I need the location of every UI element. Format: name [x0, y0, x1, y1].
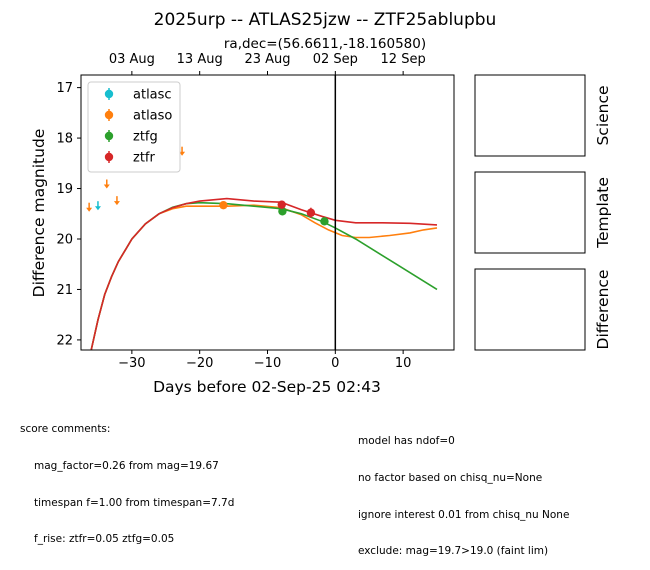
legend-entry-ztfg: ztfg — [104, 130, 158, 145]
legend-entry-atlaso: atlaso — [104, 109, 172, 124]
data-point-ztfg — [320, 217, 329, 226]
upper-limit-arrowhead — [103, 184, 110, 189]
y-tick-label: 19 — [56, 182, 73, 197]
upper-limit-atlaso — [179, 146, 186, 156]
data-point-ztfg — [278, 207, 287, 216]
x-tick-label: 0 — [331, 356, 339, 371]
top-tick-label: 03 Aug — [109, 52, 155, 67]
stamp-label-science: Science — [594, 85, 612, 145]
score-comment-line: mag_factor=0.26 from mag=19.67 — [34, 460, 219, 473]
data-point-atlaso — [219, 200, 228, 210]
legend-label: ztfg — [133, 130, 158, 145]
top-tick-label: 12 Sep — [381, 52, 426, 67]
data-point-ztfr — [306, 208, 316, 217]
data-point-ztfr — [277, 200, 286, 209]
x-tick-label: −20 — [186, 356, 213, 371]
legend-entry-atlasc: atlasc — [104, 88, 172, 103]
model-curves — [90, 197, 438, 350]
upper-limit-atlaso — [103, 179, 110, 189]
score-comment-line: f_rise: ztfr=0.05 ztfg=0.05 — [34, 533, 175, 546]
plot-area: −30 −20 −10 0 10 17 18 19 20 21 22 03 Aug 13 Aug 23 A… — [56, 52, 455, 371]
model-curve-ztfg — [90, 201, 438, 350]
top-tick-label: 02 Sep — [313, 52, 358, 67]
legend-marker — [104, 152, 114, 162]
upper-limit-atlaso — [113, 196, 120, 206]
legend-marker — [104, 131, 114, 141]
x-axis-label: Days before 02-Sep-25 02:43 — [153, 378, 381, 396]
legend-box — [87, 81, 181, 173]
upper-limit-arrowhead — [86, 207, 93, 212]
score-comments-heading: score comments: — [20, 423, 111, 436]
score-comment-line: exclude: mag=19.7>19.0 (faint lim) — [358, 545, 549, 558]
upper-limit-atlaso — [86, 202, 93, 212]
stamp-panel-science — [474, 74, 586, 157]
stamp-label-template: Template — [594, 177, 612, 249]
legend-entry-ztfr: ztfr — [104, 151, 155, 166]
score-comment-line: ignore interest 0.01 from chisq_nu None — [358, 508, 570, 521]
y-tick-label: 21 — [56, 283, 73, 298]
y-tick-label: 18 — [56, 132, 73, 147]
figure-title: 2025urp -- ATLAS25jzw -- ZTF25ablupbu — [154, 10, 497, 30]
score-comment-line: timespan f=1.00 from timespan=7.7d — [34, 496, 235, 509]
score-comment-line: no factor based on chisq_nu=None — [358, 472, 543, 485]
top-tick-label: 23 Aug — [244, 52, 290, 67]
upper-limit-arrowhead — [113, 201, 120, 206]
y-tick-label: 17 — [56, 81, 73, 96]
score-comment-line: model has ndof=0 — [358, 435, 455, 448]
top-tick-label: 13 Aug — [177, 52, 223, 67]
model-curve-ztfr — [90, 197, 438, 350]
lightcurve-figure: 2025urp -- ATLAS25jzw -- ZTF25ablupbu ra… — [30, 10, 612, 396]
legend: atlasc atlaso ztfg ztfr — [87, 81, 181, 173]
score-comments-left: score comments: mag_factor=0.26 from mag… — [20, 399, 234, 558]
x-tick-label: −10 — [254, 356, 281, 371]
stamp-label-difference: Difference — [594, 270, 612, 350]
stamp-panel-difference — [474, 268, 586, 351]
figure-subtitle: ra,dec=(56.6611,-18.160580) — [224, 36, 426, 52]
upper-limit-arrowhead — [94, 206, 101, 211]
y-tick-label: 20 — [56, 232, 73, 247]
legend-marker — [104, 110, 114, 120]
upper-limit-atlasc — [94, 201, 101, 211]
stamp-panels: Science Template Difference — [474, 74, 612, 351]
x-tick-label: −30 — [118, 356, 145, 371]
legend-label: ztfr — [133, 151, 155, 166]
legend-marker — [104, 89, 114, 99]
x-tick-label: 10 — [395, 356, 412, 371]
stamp-panel-template — [474, 171, 586, 254]
upper-limit-arrowhead — [179, 151, 186, 156]
y-tick-label: 22 — [56, 333, 73, 348]
legend-label: atlaso — [133, 109, 172, 124]
legend-label: atlasc — [133, 88, 172, 103]
y-axis-label: Difference magnitude — [30, 129, 48, 298]
score-comments-right: model has ndof=0 no factor based on chis… — [358, 411, 569, 570]
